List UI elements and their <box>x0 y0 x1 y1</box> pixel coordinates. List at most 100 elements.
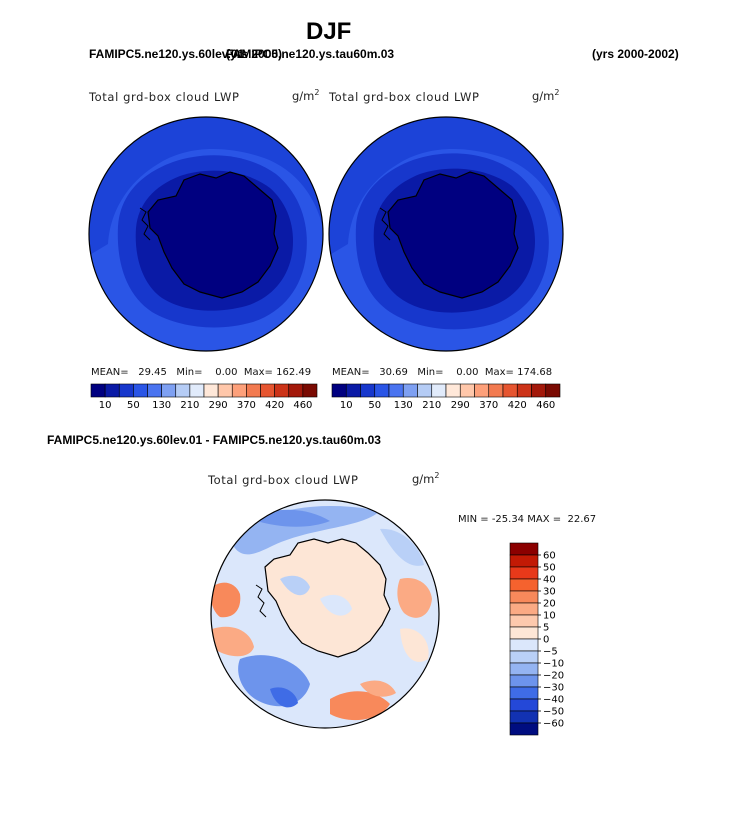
map2-colorbar: 10 50 130 210 290 370 420 460 <box>331 383 561 411</box>
colorbar-swatch <box>474 383 490 398</box>
page-title: DJF <box>306 18 352 45</box>
map1-polar-map <box>88 116 324 352</box>
colorbar-swatch <box>509 566 539 580</box>
colorbar-swatch <box>509 674 539 688</box>
colorbar-swatch <box>509 662 539 676</box>
colorbar-tick-label: 10 <box>543 611 556 622</box>
colorbar-swatch <box>331 383 347 398</box>
colorbar-tick-label: 290 <box>451 400 470 411</box>
colorbar-swatch <box>509 542 539 556</box>
colorbar-tick-label: 210 <box>180 400 199 411</box>
colorbar-swatch <box>509 698 539 712</box>
colorbar-swatch <box>161 383 177 398</box>
colorbar-tick-label: −40 <box>543 695 564 706</box>
diff-title: FAMIPC5.ne120.ys.60lev.01 - FAMIPC5.ne12… <box>47 433 381 447</box>
colorbar-tick-label: 20 <box>543 599 556 610</box>
colorbar-swatch <box>516 383 532 398</box>
map1-units-label: g/m2 <box>292 88 320 103</box>
colorbar-swatch <box>509 614 539 628</box>
colorbar-tick-label: 130 <box>394 400 413 411</box>
colorbar-swatch <box>118 383 134 398</box>
colorbar-swatch <box>388 383 404 398</box>
colorbar-swatch <box>502 383 518 398</box>
map3-stats: MIN = -25.34 MAX = 22.67 <box>458 514 597 525</box>
colorbar-swatch <box>509 590 539 604</box>
colorbar-tick-label: 10 <box>340 400 353 411</box>
colorbar-swatch <box>231 383 247 398</box>
colorbar-tick-label: 60 <box>543 551 556 562</box>
colorbar-tick-label: 50 <box>368 400 381 411</box>
map2-polar-map <box>328 116 564 352</box>
colorbar-swatch <box>509 686 539 700</box>
colorbar-swatch <box>147 383 162 398</box>
colorbar-swatch <box>488 383 504 398</box>
colorbar-tick-label: 370 <box>237 400 256 411</box>
colorbar-swatch <box>509 578 539 592</box>
colorbar-swatch <box>217 383 233 398</box>
map2-units-label: g/m2 <box>532 88 560 103</box>
colorbar-swatch <box>459 383 475 398</box>
colorbar-swatch <box>445 383 461 398</box>
case-header-left: FAMIPC5.ne120.ys.60lev.01 <box>89 47 245 61</box>
map3-units-label: g/m2 <box>412 471 440 486</box>
colorbar-swatch <box>509 722 539 736</box>
colorbar-tick-label: 460 <box>536 400 555 411</box>
colorbar-swatch <box>509 602 539 616</box>
colorbar-swatch <box>288 383 304 398</box>
colorbar-tick-label: −50 <box>543 707 564 718</box>
map1-stats: MEAN= 29.45 Min= 0.00 Max= 162.49 <box>91 367 312 378</box>
colorbar-tick-label: 420 <box>265 400 284 411</box>
colorbar-tick-label: 420 <box>508 400 527 411</box>
colorbar-swatch <box>90 383 106 398</box>
colorbar-tick-label: 290 <box>209 400 228 411</box>
colorbar-swatch <box>417 383 433 398</box>
colorbar-tick-label: −10 <box>543 659 564 670</box>
colorbar-swatch <box>509 638 539 652</box>
colorbar-tick-label: 370 <box>479 400 498 411</box>
colorbar-swatch <box>175 383 191 398</box>
colorbar-swatch <box>509 554 539 568</box>
colorbar-tick-label: 5 <box>543 623 549 634</box>
case-years-left: (yrs 2000) <box>226 47 283 61</box>
colorbar-tick-label: 460 <box>293 400 312 411</box>
map1-colorbar: 10 50 130 210 290 370 420 460 <box>90 383 318 411</box>
case-years-right: (yrs 2000-2002) <box>592 47 679 61</box>
colorbar-tick-label: 210 <box>422 400 441 411</box>
map2-variable-label: Total grd-box cloud LWP <box>329 90 480 104</box>
colorbar-swatch <box>104 383 120 398</box>
colorbar-swatch <box>509 626 539 640</box>
colorbar-swatch <box>531 383 547 398</box>
colorbar-swatch <box>345 383 361 398</box>
colorbar-swatch <box>402 383 418 398</box>
map3-polar-map <box>210 499 440 729</box>
colorbar-tick-label: −5 <box>543 647 558 658</box>
colorbar-swatch <box>302 383 318 398</box>
colorbar-swatch <box>246 383 261 398</box>
colorbar-swatch <box>509 650 539 664</box>
case-header-right: FAMIPC5.ne120.ys.tau60m.03 <box>226 47 395 61</box>
colorbar-tick-label: 0 <box>543 635 549 646</box>
colorbar-swatch <box>133 383 148 398</box>
map1-variable-label: Total grd-box cloud LWP <box>89 90 240 104</box>
colorbar-swatch <box>431 383 447 398</box>
colorbar-swatch <box>274 383 290 398</box>
colorbar-swatch <box>203 383 219 398</box>
colorbar-swatch <box>374 383 390 398</box>
colorbar-tick-label: 50 <box>543 563 556 574</box>
colorbar-tick-label: −60 <box>543 719 564 730</box>
colorbar-tick-label: −20 <box>543 671 564 682</box>
colorbar-swatch <box>545 383 561 398</box>
colorbar-tick-label: 10 <box>99 400 112 411</box>
colorbar-tick-label: 130 <box>152 400 171 411</box>
map3-variable-label: Total grd-box cloud LWP <box>208 473 359 487</box>
colorbar-swatch <box>189 383 205 398</box>
map2-stats: MEAN= 30.69 Min= 0.00 Max= 174.68 <box>332 367 553 378</box>
colorbar-swatch <box>509 710 539 724</box>
colorbar-tick-label: 50 <box>127 400 140 411</box>
colorbar-swatch <box>260 383 275 398</box>
colorbar-tick-label: −30 <box>543 683 564 694</box>
colorbar-swatch <box>360 383 376 398</box>
colorbar-tick-label: 30 <box>543 587 556 598</box>
colorbar-tick-label: 40 <box>543 575 556 586</box>
